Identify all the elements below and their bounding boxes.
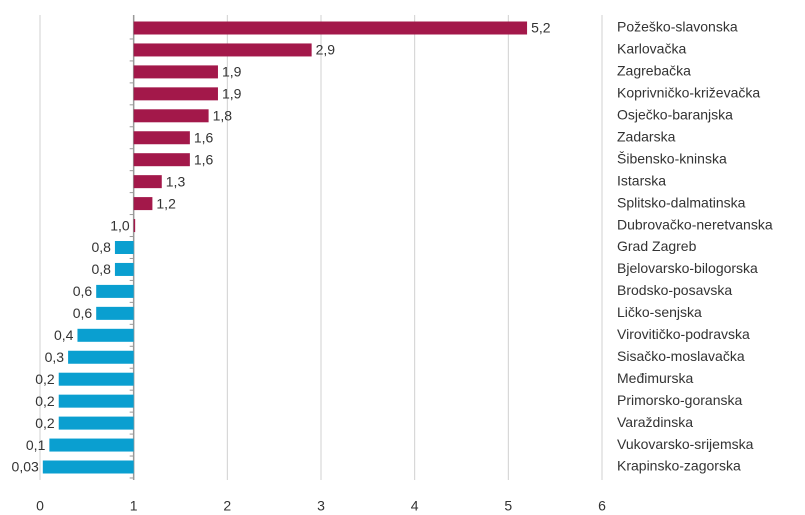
x-tick-label: 4 bbox=[411, 498, 419, 514]
bar bbox=[58, 372, 134, 386]
bar bbox=[68, 350, 134, 364]
bar bbox=[133, 109, 209, 123]
bar bbox=[133, 219, 136, 233]
category-label: Primorsko-goranska bbox=[617, 392, 742, 408]
category-label: Krapinsko-zagorska bbox=[617, 458, 741, 474]
bar bbox=[49, 438, 134, 452]
value-label: 1,3 bbox=[166, 173, 186, 189]
category-label: Sisačko-moslavačka bbox=[617, 348, 745, 364]
value-label: 1,0 bbox=[110, 217, 130, 233]
category-label: Požeško-slavonska bbox=[617, 19, 738, 35]
category-label: Splitsko-dalmatinska bbox=[617, 194, 746, 210]
category-label: Dubrovačko-neretvanska bbox=[617, 216, 773, 232]
bar bbox=[133, 43, 312, 57]
category-label: Virovitičko-podravska bbox=[617, 326, 750, 342]
category-label: Ličko-senjska bbox=[617, 304, 702, 320]
value-label: 0,6 bbox=[73, 305, 93, 321]
x-tick-label: 2 bbox=[223, 498, 231, 514]
bar bbox=[42, 460, 134, 474]
bar bbox=[133, 21, 528, 35]
category-label: Karlovačka bbox=[617, 41, 686, 57]
x-tick-label: 1 bbox=[130, 498, 138, 514]
value-label: 1,6 bbox=[194, 129, 214, 145]
category-label: Zadarska bbox=[617, 128, 676, 144]
category-label: Osječko-baranjska bbox=[617, 107, 733, 123]
value-label: 0,3 bbox=[45, 349, 65, 365]
category-label: Šibensko-kninska bbox=[617, 150, 727, 166]
value-label: 0,8 bbox=[91, 261, 111, 277]
category-label: Međimurska bbox=[617, 370, 693, 386]
bar bbox=[77, 328, 134, 342]
value-label: 2,9 bbox=[316, 42, 336, 58]
value-label: 0,6 bbox=[73, 283, 93, 299]
category-label: Bjelovarsko-bilogorska bbox=[617, 260, 758, 276]
value-label: 1,2 bbox=[156, 195, 176, 211]
value-label: 1,9 bbox=[222, 64, 242, 80]
category-label: Istarska bbox=[617, 172, 666, 188]
x-tick-label: 6 bbox=[598, 498, 606, 514]
x-tick-label: 3 bbox=[317, 498, 325, 514]
category-label: Grad Zagreb bbox=[617, 238, 697, 254]
bar bbox=[58, 394, 134, 408]
category-label: Brodsko-posavska bbox=[617, 282, 732, 298]
bar bbox=[133, 197, 153, 211]
value-label: 1,9 bbox=[222, 86, 242, 102]
bar bbox=[133, 87, 218, 101]
bar bbox=[133, 175, 162, 189]
value-label: 0,1 bbox=[26, 437, 46, 453]
value-label: 0,8 bbox=[91, 239, 111, 255]
value-label: 0,4 bbox=[54, 327, 74, 343]
category-label: Vukovarsko-srijemska bbox=[617, 436, 754, 452]
category-label: Varaždinska bbox=[617, 414, 693, 430]
bar bbox=[133, 153, 190, 167]
category-label: Koprivničko-križevačka bbox=[617, 85, 760, 101]
category-label: Zagrebačka bbox=[617, 63, 691, 79]
bar bbox=[133, 65, 218, 79]
value-label: 1,8 bbox=[213, 108, 233, 124]
value-label: 5,2 bbox=[531, 20, 551, 36]
bar bbox=[58, 416, 134, 430]
value-label: 0,2 bbox=[35, 415, 55, 431]
bar bbox=[114, 241, 134, 254]
value-label: 0,2 bbox=[35, 371, 55, 387]
bar bbox=[96, 306, 134, 320]
x-tick-label: 0 bbox=[36, 498, 44, 514]
value-label: 0,2 bbox=[35, 393, 55, 409]
value-label: 1,6 bbox=[194, 151, 214, 167]
bar bbox=[96, 284, 134, 298]
value-label: 0,03 bbox=[12, 459, 39, 475]
x-tick-label: 5 bbox=[504, 498, 512, 514]
bar bbox=[114, 262, 134, 276]
bar bbox=[133, 131, 190, 145]
